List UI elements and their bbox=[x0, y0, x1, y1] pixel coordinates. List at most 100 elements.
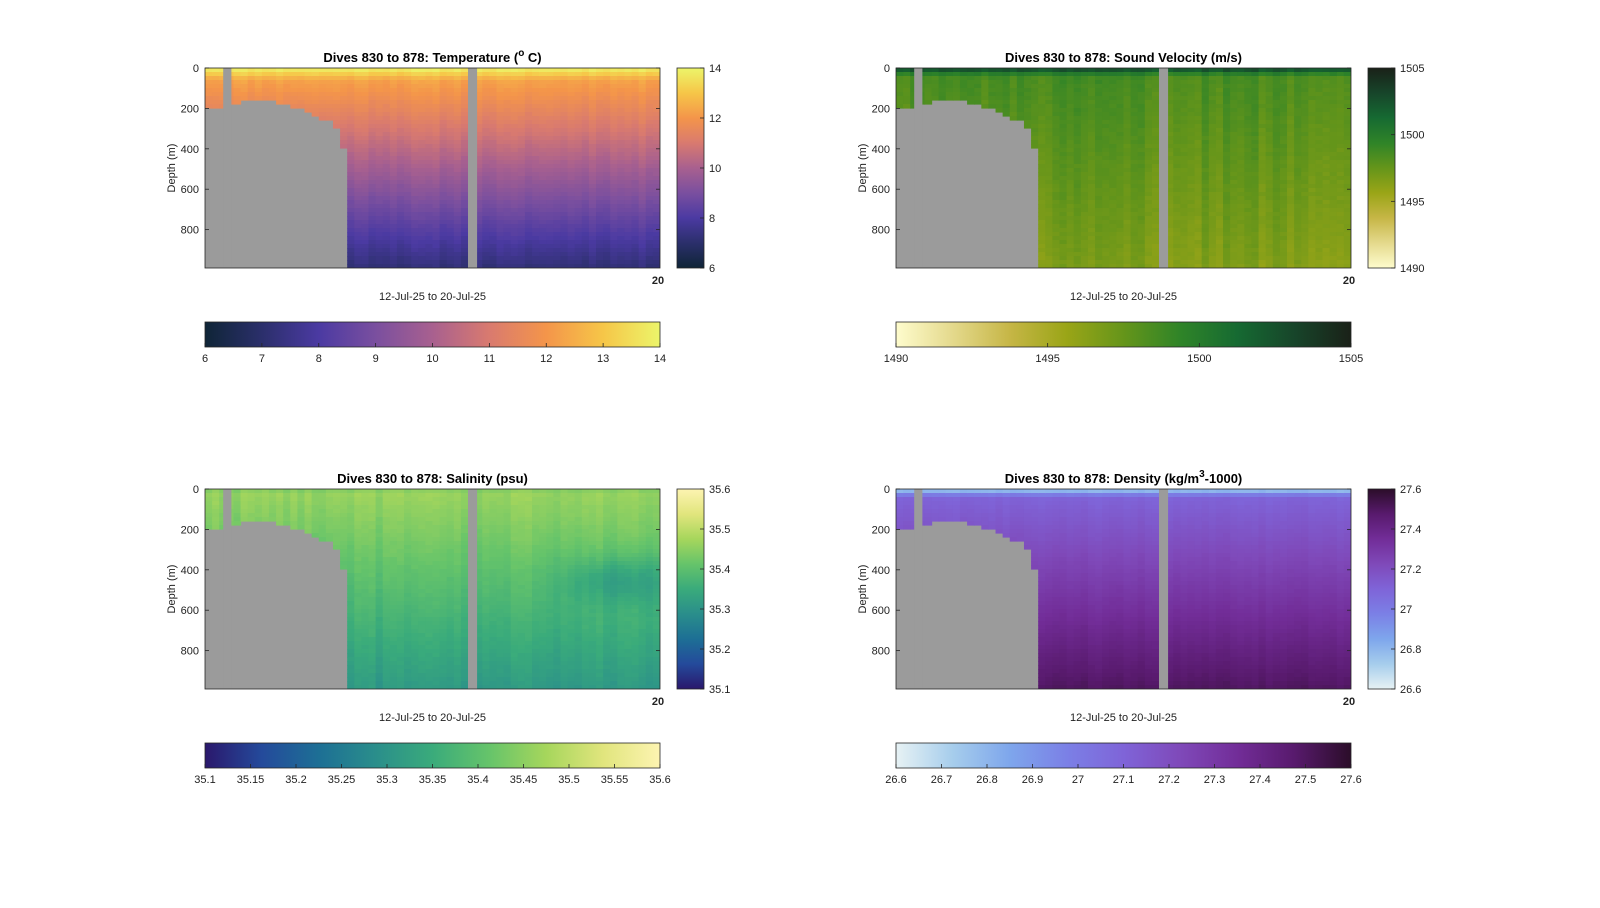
heatmap-cell bbox=[553, 236, 562, 241]
heatmap-cell bbox=[1258, 180, 1267, 185]
heatmap-cell bbox=[910, 104, 918, 109]
heatmap-cell bbox=[546, 144, 554, 149]
heatmap-cell bbox=[212, 517, 220, 522]
heatmap-cell bbox=[1329, 104, 1338, 109]
heatmap-cell bbox=[517, 208, 526, 213]
heatmap-cell bbox=[503, 252, 512, 257]
heatmap-cell bbox=[1251, 256, 1260, 261]
heatmap-cell bbox=[453, 232, 462, 237]
heatmap-cell bbox=[212, 489, 220, 494]
heatmap-cell bbox=[631, 180, 640, 185]
heatmap-cell bbox=[1230, 152, 1238, 157]
heatmap-cell bbox=[517, 72, 526, 77]
heatmap-cell bbox=[1201, 104, 1210, 109]
heatmap-cell bbox=[1251, 244, 1260, 249]
heatmap-cell bbox=[325, 100, 334, 105]
heatmap-cell bbox=[596, 152, 604, 157]
heatmap-cell bbox=[354, 184, 363, 189]
heatmap-cell bbox=[1052, 68, 1061, 73]
heatmap-cell bbox=[1031, 80, 1039, 85]
heatmap-cell bbox=[318, 84, 327, 89]
heatmap-cell bbox=[1180, 224, 1189, 229]
heatmap-cell bbox=[539, 244, 547, 249]
heatmap-cell bbox=[1272, 216, 1281, 221]
heatmap-cell bbox=[1123, 208, 1132, 213]
heatmap-cell bbox=[261, 88, 270, 93]
heatmap-cell bbox=[645, 80, 654, 85]
heatmap-cell bbox=[254, 68, 263, 73]
heatmap-cell bbox=[1208, 212, 1217, 217]
heatmap-cell bbox=[1251, 180, 1260, 185]
heatmap-cell bbox=[588, 184, 597, 189]
heatmap-cell bbox=[1038, 120, 1046, 125]
heatmap-cell bbox=[354, 152, 363, 157]
heatmap-cell bbox=[1180, 112, 1189, 117]
heatmap-cell bbox=[439, 248, 448, 253]
heatmap-cell bbox=[617, 72, 626, 77]
heatmap-cell bbox=[1066, 68, 1075, 73]
heatmap-cell bbox=[453, 228, 462, 233]
heatmap-cell bbox=[581, 68, 590, 73]
heatmap-cell bbox=[1080, 100, 1089, 105]
heatmap-cell bbox=[974, 76, 982, 81]
heatmap-cell bbox=[1102, 164, 1110, 169]
heatmap-cell bbox=[1201, 116, 1210, 121]
heatmap-cell bbox=[382, 196, 391, 201]
heatmap-cell bbox=[903, 96, 911, 101]
heatmap-cell bbox=[418, 260, 426, 265]
heatmap-cell bbox=[896, 92, 904, 97]
heatmap-cell bbox=[596, 172, 604, 177]
heatmap-cell bbox=[1045, 196, 1054, 201]
heatmap-cell bbox=[588, 92, 597, 97]
heatmap-cell bbox=[1187, 248, 1196, 253]
heatmap-cell bbox=[1194, 264, 1203, 268]
heatmap-cell bbox=[581, 136, 590, 141]
heatmap-cell bbox=[1059, 124, 1068, 129]
heatmap-cell bbox=[924, 84, 933, 89]
heatmap-cell bbox=[1251, 212, 1260, 217]
heatmap-cell bbox=[1016, 104, 1025, 109]
heatmap-cell bbox=[510, 252, 519, 257]
heatmap-cell bbox=[645, 156, 654, 161]
heatmap-cell bbox=[624, 104, 633, 109]
heatmap-cell bbox=[1038, 232, 1046, 237]
heatmap-cell bbox=[1073, 224, 1082, 229]
heatmap-cell bbox=[1087, 208, 1096, 213]
heatmap-cell bbox=[1343, 140, 1351, 145]
heatmap-cell bbox=[610, 128, 618, 133]
heatmap-cell bbox=[1166, 220, 1174, 225]
heatmap-cell bbox=[503, 248, 512, 253]
heatmap-cell bbox=[446, 208, 455, 213]
heatmap-cell bbox=[1166, 68, 1174, 73]
heatmap-cell bbox=[475, 232, 483, 237]
heatmap-cell bbox=[617, 240, 626, 245]
heatmap-cell bbox=[1095, 196, 1103, 201]
heatmap-cell bbox=[432, 84, 441, 89]
heatmap-cell bbox=[368, 84, 377, 89]
heatmap-cell bbox=[517, 128, 526, 133]
heatmap-cell bbox=[290, 96, 299, 101]
heatmap-cell bbox=[1208, 208, 1217, 213]
heatmap-cell bbox=[1223, 148, 1231, 153]
heatmap-cell bbox=[1045, 172, 1054, 177]
heatmap-cell bbox=[389, 112, 398, 117]
heatmap-cell bbox=[247, 497, 256, 502]
heatmap-cell bbox=[340, 76, 348, 81]
heatmap-cell bbox=[254, 513, 263, 518]
heatmap-cell bbox=[1116, 204, 1125, 209]
heatmap-cell bbox=[1187, 204, 1196, 209]
heatmap-cell bbox=[411, 200, 419, 205]
heatmap-cell bbox=[1187, 112, 1196, 117]
heatmap-cell bbox=[1173, 144, 1181, 149]
heatmap-cell bbox=[1223, 84, 1231, 89]
y-tick-label: 0 bbox=[884, 63, 890, 75]
heatmap-cell bbox=[389, 160, 398, 165]
heatmap-cell bbox=[389, 104, 398, 109]
heatmap-cell bbox=[1066, 140, 1075, 145]
heatmap-cell bbox=[510, 136, 519, 141]
heatmap-cell bbox=[574, 88, 583, 93]
heatmap-cell bbox=[1194, 100, 1203, 105]
heatmap-cell bbox=[652, 116, 660, 121]
heatmap-cell bbox=[475, 152, 483, 157]
heatmap-cell bbox=[389, 148, 398, 153]
